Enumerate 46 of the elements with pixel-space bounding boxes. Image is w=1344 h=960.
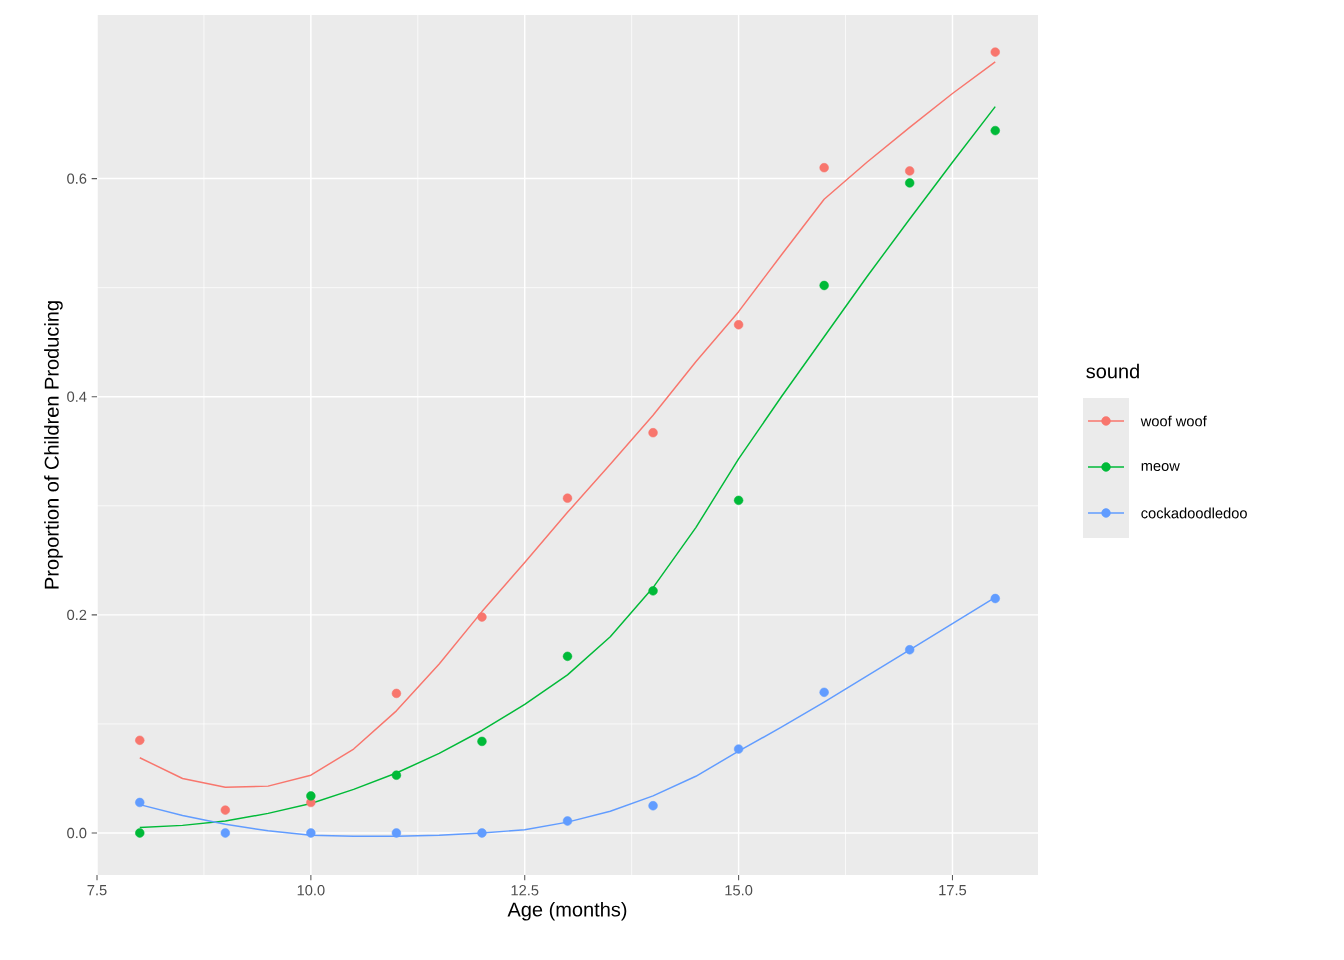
point: [990, 125, 1000, 136]
point: [220, 828, 230, 838]
point: [477, 612, 487, 622]
point: [819, 687, 829, 697]
x-tick-label: 12.5: [511, 885, 539, 896]
point: [990, 47, 1000, 57]
point: [905, 645, 915, 655]
point: [391, 770, 402, 780]
point: [905, 166, 915, 176]
point: [648, 428, 658, 438]
y-tick-label: 0.2: [67, 609, 87, 621]
point: [648, 586, 658, 596]
point: [135, 828, 145, 838]
legend-label: woof woof: [1140, 415, 1207, 427]
point: [306, 828, 316, 838]
point: [905, 178, 915, 188]
y-tick-label: 0.4: [67, 391, 87, 402]
point: [306, 791, 316, 801]
point: [220, 805, 230, 815]
point: [477, 828, 487, 838]
point: [562, 816, 573, 826]
x-tick-label: 7.5: [87, 885, 107, 896]
point: [733, 495, 744, 506]
x-tick-label: 17.5: [939, 885, 967, 896]
legend-title: sound: [1086, 363, 1139, 379]
point: [135, 797, 145, 808]
x-tick-label: 15.0: [725, 885, 753, 896]
point: [733, 744, 744, 754]
point: [648, 801, 658, 811]
legend-label: meow: [1141, 462, 1180, 472]
x-tick-label: 10.0: [297, 885, 325, 896]
y-tick-label: 0.6: [67, 173, 87, 184]
point: [562, 651, 573, 661]
x-axis-title: Age (months): [507, 901, 627, 921]
point: [391, 688, 402, 699]
point: [990, 593, 1000, 604]
point: [135, 735, 145, 745]
point: [477, 736, 487, 747]
y-axis-title: Proportion of Children Producing: [44, 301, 63, 589]
legend-label: cockadoodledoo: [1141, 507, 1247, 519]
point: [562, 493, 573, 503]
point: [819, 163, 829, 173]
y-tick-label: 0.0: [67, 827, 87, 839]
point: [733, 320, 744, 330]
point: [391, 828, 402, 838]
point: [819, 280, 829, 291]
